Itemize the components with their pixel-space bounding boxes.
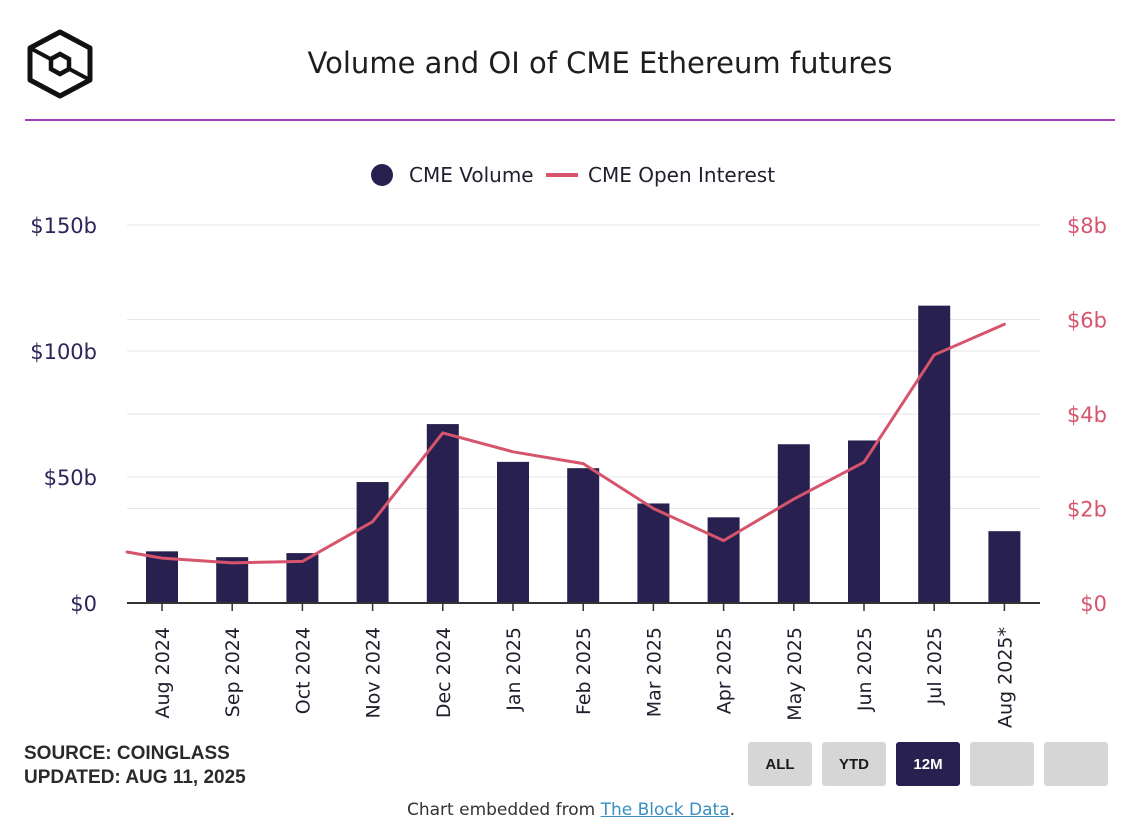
volume-bar [988, 531, 1021, 603]
volume-bar [356, 482, 389, 603]
the-block-logo-icon [27, 29, 93, 99]
x-tick-label: Aug 2025* [994, 627, 1016, 728]
x-tick-label: Feb 2025 [573, 627, 595, 715]
embed-note: Chart embedded from The Block Data. [0, 800, 1142, 820]
y-left-tick-label: $50b [44, 466, 97, 490]
x-tick-label: Aug 2024 [152, 627, 174, 719]
y-left-tick-label: $0 [70, 592, 97, 616]
y-right-tick-label: $2b [1067, 498, 1107, 522]
x-tick-label: Jun 2025 [854, 627, 876, 712]
chart-area: $0 $50b $100b $150b $0 $2b $4b $6b $8b Aug 2024 Se… [30, 163, 1107, 728]
volume-bar [497, 461, 529, 603]
volume-bar [426, 424, 459, 603]
updated-label: UPDATED: AUG 11, 2025 [24, 767, 246, 788]
volume-bar [567, 468, 600, 603]
x-tick-label: Dec 2024 [433, 627, 455, 718]
title-divider [25, 119, 1115, 121]
range-button-12m[interactable]: 12M [896, 742, 960, 786]
x-tick-label: Nov 2024 [363, 627, 385, 718]
range-button-blank-2[interactable] [1044, 742, 1108, 786]
y-right-tick-label: $6b [1067, 309, 1107, 333]
legend-volume-marker [371, 164, 393, 186]
y-right-tick-label: $8b [1067, 214, 1107, 238]
x-tick-label: May 2025 [784, 627, 806, 721]
volume-bar [707, 517, 740, 603]
volume-bar [637, 503, 670, 603]
x-tick-label: Jan 2025 [503, 627, 525, 712]
chart-title: Volume and OI of CME Ethereum futures [307, 46, 893, 80]
volume-bar [848, 440, 880, 603]
y-left-tick-label: $100b [30, 340, 97, 364]
volume-bar [216, 557, 249, 603]
embed-suffix: . [729, 800, 735, 820]
volume-bar [777, 444, 810, 603]
embed-prefix: Chart embedded from [407, 800, 601, 820]
range-button-ytd[interactable]: YTD [822, 742, 886, 786]
x-tick-label: Mar 2025 [643, 627, 665, 717]
legend-volume-label: CME Volume [409, 163, 534, 187]
source-label: SOURCE: COINGLASS [24, 743, 230, 764]
range-button-all[interactable]: ALL [748, 742, 812, 786]
x-tick-label: Sep 2024 [222, 627, 244, 717]
x-tick-label: Jul 2025 [924, 627, 946, 705]
legend-oi-label: CME Open Interest [588, 163, 775, 187]
y-right-tick-label: $4b [1067, 403, 1107, 427]
x-tick-label: Apr 2025 [714, 627, 736, 714]
open-interest-line [125, 322, 1006, 565]
y-right-tick-label: $0 [1080, 592, 1107, 616]
x-tick-label: Oct 2024 [292, 627, 314, 714]
y-left-tick-label: $150b [30, 214, 97, 238]
range-button-blank-1[interactable] [970, 742, 1034, 786]
the-block-data-link[interactable]: The Block Data [600, 800, 730, 820]
source-info: SOURCE: COINGLASS UPDATED: AUG 11, 2025 [24, 742, 246, 790]
